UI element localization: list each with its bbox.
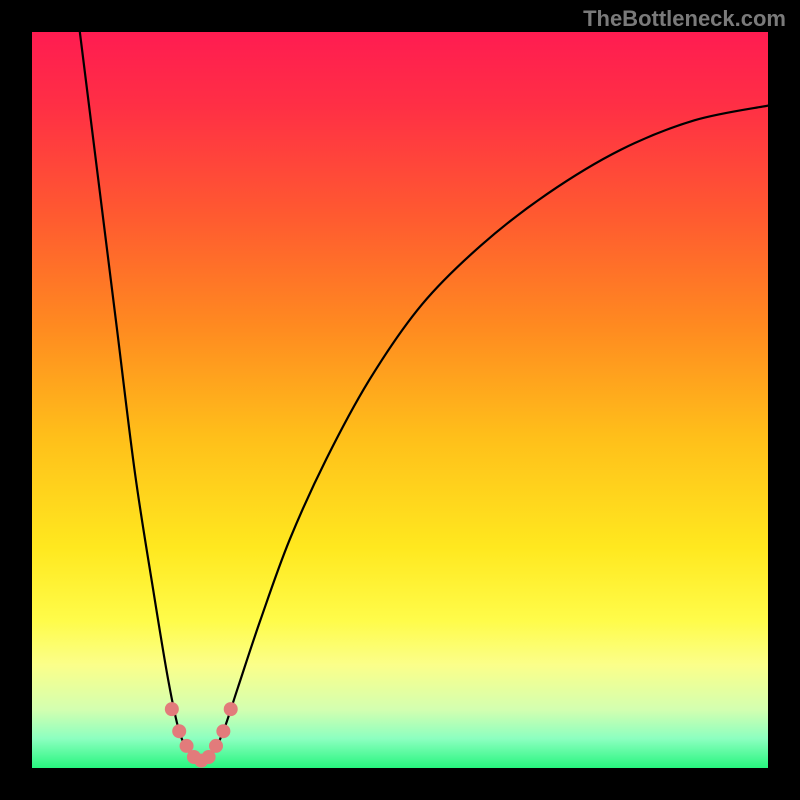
marker-dot	[216, 724, 230, 738]
marker-dot	[172, 724, 186, 738]
chart-svg	[32, 32, 768, 768]
marker-dot	[224, 702, 238, 716]
gradient-background	[32, 32, 768, 768]
plot-area	[32, 32, 768, 768]
marker-dot	[209, 739, 223, 753]
watermark-text: TheBottleneck.com	[583, 6, 786, 32]
figure-frame: TheBottleneck.com	[0, 0, 800, 800]
marker-dot	[165, 702, 179, 716]
